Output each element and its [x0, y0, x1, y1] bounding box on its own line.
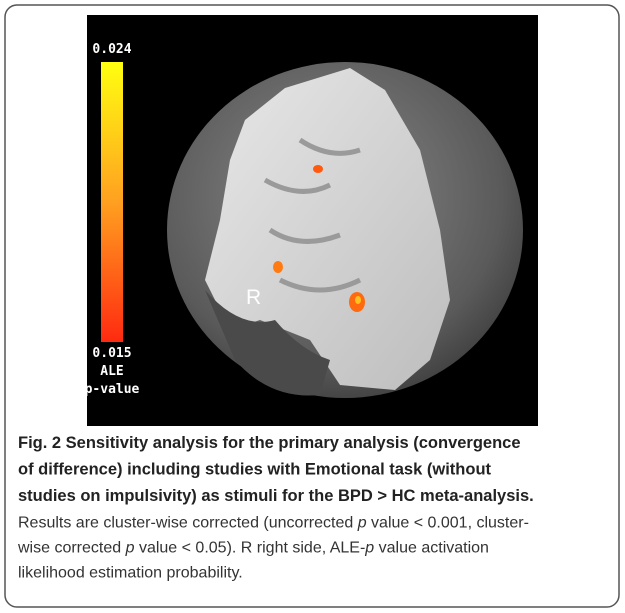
- caption-title: studies on impulsivity) as stimuli for t…: [18, 487, 534, 505]
- caption-text: Results are cluster-wise corrected (unco…: [18, 515, 358, 532]
- italic-symbol: p: [364, 540, 374, 557]
- colorbar-unit: ALE: [100, 364, 123, 379]
- caption-title: Fig. 2 Sensitivity analysis for the prim…: [18, 434, 521, 452]
- caption-body: Results are cluster-wise corrected (unco…: [18, 515, 529, 532]
- caption-body: likelihood estimation probability.: [18, 565, 243, 582]
- side-label: R: [246, 286, 261, 309]
- caption-text: wise corrected: [17, 540, 126, 557]
- caption-text: value < 0.05). R right side, ALE-: [135, 540, 366, 557]
- caption: Fig. 2 Sensitivity analysis for the prim…: [17, 434, 534, 582]
- italic-symbol: p: [125, 540, 135, 557]
- italic-symbol: p: [357, 515, 367, 532]
- caption-text: likelihood estimation probability.: [18, 565, 243, 582]
- caption-text: value activation: [374, 540, 489, 557]
- brain-render: [167, 62, 523, 398]
- colorbar-unit: p-value: [85, 382, 140, 397]
- colorbar-max: 0.024: [92, 42, 131, 57]
- caption-text: value < 0.001, cluster-: [367, 515, 529, 532]
- colorbar: [101, 62, 123, 342]
- caption-title: of difference) including studies with Em…: [18, 461, 492, 479]
- colorbar-min: 0.015: [92, 346, 131, 361]
- caption-body: wise corrected p value < 0.05). R right …: [17, 540, 489, 557]
